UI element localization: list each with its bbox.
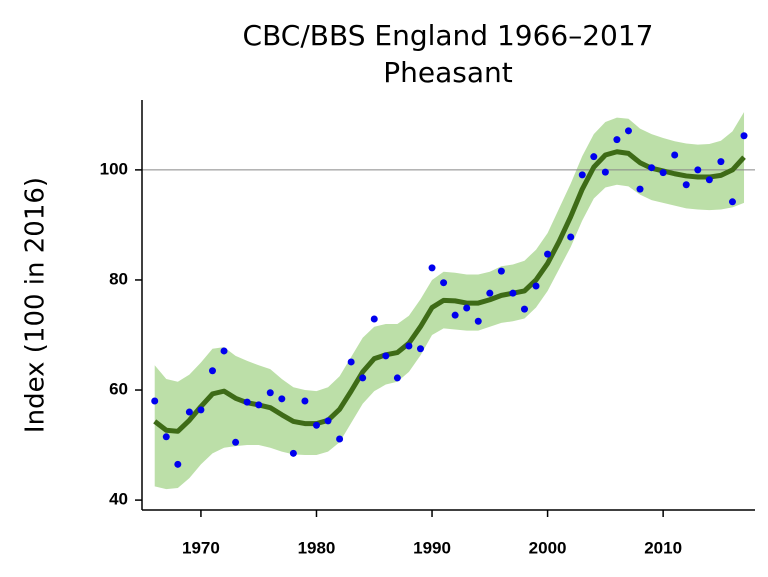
- data-point: [324, 417, 332, 425]
- y-tick-label: 100: [100, 159, 128, 178]
- chart-subtitle: Pheasant: [383, 56, 513, 89]
- data-point: [405, 342, 413, 350]
- data-point: [682, 181, 690, 189]
- x-tick-label: 2000: [529, 538, 567, 557]
- data-point: [671, 151, 679, 159]
- data-point: [567, 233, 575, 241]
- data-point: [740, 132, 748, 140]
- trend-line: [153, 149, 746, 434]
- data-point: [393, 374, 401, 382]
- x-tick-label: 1980: [298, 538, 336, 557]
- data-point: [463, 304, 471, 312]
- data-point: [151, 397, 159, 405]
- y-tick-label: 40: [109, 490, 128, 509]
- data-point: [544, 250, 552, 258]
- data-point: [336, 435, 344, 443]
- data-point: [232, 438, 240, 446]
- data-point: [416, 345, 424, 353]
- data-point: [728, 198, 736, 206]
- data-point: [497, 267, 505, 275]
- data-point: [289, 449, 297, 457]
- x-tick-label: 2010: [644, 538, 682, 557]
- data-point: [532, 282, 540, 290]
- chart-title: CBC/BBS England 1966–2017: [243, 19, 654, 52]
- data-point: [428, 264, 436, 272]
- y-tick-label: 80: [109, 269, 128, 288]
- data-point: [613, 136, 621, 144]
- data-point: [255, 401, 263, 409]
- data-point: [590, 153, 598, 161]
- data-point: [451, 311, 459, 319]
- x-tick-label: 1990: [413, 538, 451, 557]
- data-point: [208, 367, 216, 375]
- data-point: [636, 185, 644, 193]
- data-point: [624, 127, 632, 135]
- data-point: [278, 395, 286, 403]
- data-point: [578, 171, 586, 179]
- data-point: [648, 164, 656, 172]
- data-point: [312, 421, 320, 429]
- data-point: [659, 169, 667, 177]
- data-point: [347, 358, 355, 366]
- data-point: [266, 389, 274, 397]
- data-point: [601, 168, 609, 176]
- data-point: [705, 176, 713, 184]
- x-tick-label: 1970: [182, 538, 220, 557]
- data-point: [243, 398, 251, 406]
- data-point: [370, 315, 378, 323]
- data-point: [301, 397, 309, 405]
- data-point: [197, 406, 205, 414]
- data-point: [185, 408, 193, 416]
- data-point: [220, 347, 228, 355]
- data-point: [174, 460, 182, 468]
- y-tick-label: 60: [109, 380, 128, 399]
- data-point: [520, 305, 528, 313]
- data-point: [162, 433, 170, 441]
- y-axis-label: Index (100 in 2016): [21, 177, 51, 433]
- data-point: [694, 166, 702, 174]
- data-point: [717, 158, 725, 166]
- data-point: [382, 352, 390, 360]
- data-point: [440, 279, 448, 287]
- data-point: [486, 289, 494, 297]
- data-point: [474, 317, 482, 325]
- data-point: [509, 289, 517, 297]
- data-point: [359, 374, 367, 382]
